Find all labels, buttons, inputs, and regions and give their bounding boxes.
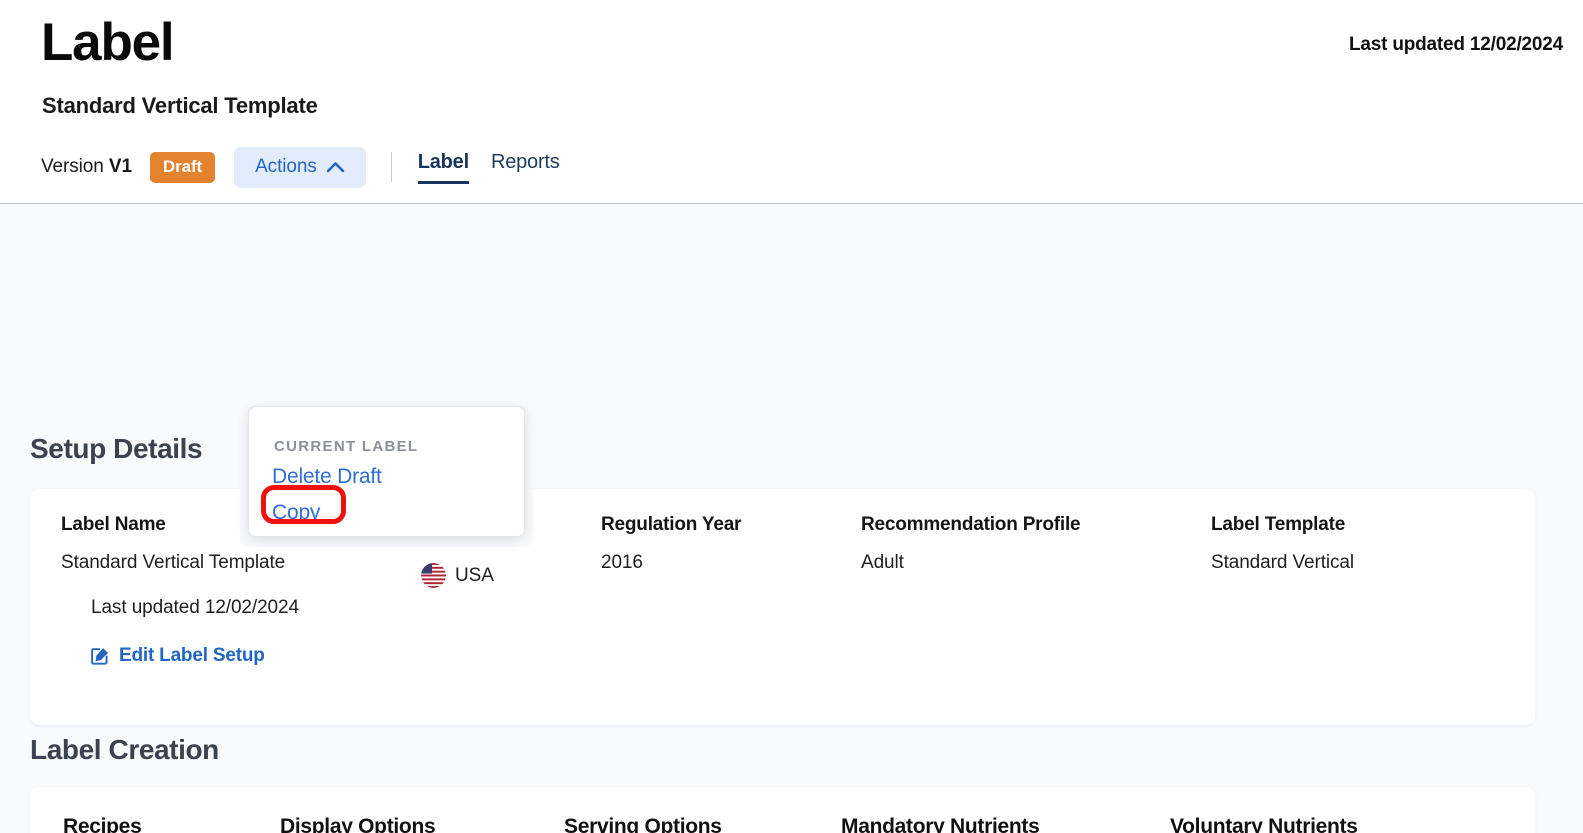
- usa-flag-icon: [421, 563, 446, 588]
- status-badge: Draft: [149, 151, 216, 183]
- header-tabs: Label Reports: [417, 150, 560, 184]
- actions-menu-group-label: CURRENT LABEL: [274, 438, 419, 455]
- setup-field-recommendation-profile: Recommendation Profile Adult: [861, 514, 1211, 588]
- label-creation-card: Recipes 1 Recipe Display Options Select …: [30, 787, 1535, 833]
- header-meta-row: Version V1 Draft Actions Label Reports: [41, 146, 560, 188]
- tab-reports[interactable]: Reports: [490, 150, 560, 173]
- field-label-text: Label Name: [61, 514, 166, 535]
- chevron-up-icon: [326, 161, 345, 173]
- label-creation-heading: Label Creation: [30, 734, 219, 765]
- creation-column-recipes: Recipes 1 Recipe: [63, 815, 280, 833]
- actions-dropdown: CURRENT LABEL Delete Draft Copy: [240, 394, 533, 547]
- creation-column-voluntary-nutrients: Voluntary Nutrients Select Options: [1170, 815, 1470, 833]
- actions-button-label: Actions: [255, 155, 317, 177]
- menu-item-copy[interactable]: Copy: [272, 501, 321, 524]
- creation-columns: Recipes 1 Recipe Display Options Select …: [63, 815, 1470, 833]
- field-label-text: Regulation Year: [601, 514, 742, 535]
- setup-field-regulation-year: Regulation Year 2016: [601, 514, 861, 588]
- setup-field-country: USA: [421, 514, 601, 588]
- edit-pencil-icon: [90, 646, 110, 666]
- creation-column-mandatory-nutrients: Mandatory Nutrients Select Options: [841, 815, 1170, 833]
- field-value-text: 2016: [601, 552, 643, 573]
- column-heading: Display Options: [280, 815, 436, 833]
- country-row: USA: [421, 563, 601, 588]
- setup-details-card: Label Name Standard Vertical Template: [30, 489, 1535, 725]
- column-heading: Voluntary Nutrients: [1170, 815, 1358, 833]
- header-divider: [390, 152, 392, 182]
- country-label: USA: [455, 564, 494, 586]
- creation-column-display-options: Display Options Select Options: [280, 815, 564, 833]
- menu-item-delete-draft[interactable]: Delete Draft: [272, 465, 382, 488]
- page-body: Setup Details Label Name Standard Vertic…: [0, 204, 1583, 833]
- setup-field-row: Label Name Standard Vertical Template: [61, 514, 1511, 588]
- edit-label-setup-text: Edit Label Setup: [119, 645, 265, 666]
- tab-label[interactable]: Label: [417, 151, 469, 184]
- page-title: Label: [41, 13, 175, 72]
- creation-column-serving-options: Serving Options Edit Options: [564, 815, 841, 833]
- page-header: Label Standard Vertical Template Last up…: [0, 0, 1583, 204]
- version-value: V1: [108, 156, 132, 177]
- setup-details-heading: Setup Details: [30, 433, 203, 464]
- field-value-text: Standard Vertical Template: [61, 552, 286, 573]
- actions-button[interactable]: Actions: [234, 146, 366, 188]
- field-value-text: Adult: [861, 552, 904, 573]
- setup-field-label-template: Label Template Standard Vertical: [1211, 514, 1511, 588]
- header-last-updated: Last updated 12/02/2024: [1348, 34, 1563, 55]
- column-heading: Recipes: [63, 815, 142, 833]
- column-heading: Serving Options: [564, 815, 722, 833]
- version-prefix: Version: [41, 156, 104, 177]
- page-subtitle: Standard Vertical Template: [42, 93, 318, 118]
- field-value-text: Standard Vertical: [1211, 552, 1354, 573]
- version-label: Version V1: [41, 156, 132, 178]
- actions-dropdown-panel: CURRENT LABEL Delete Draft Copy: [248, 406, 525, 537]
- field-label-text: Label Template: [1211, 514, 1346, 535]
- column-heading: Mandatory Nutrients: [841, 815, 1040, 833]
- field-label-text: Recommendation Profile: [861, 514, 1081, 535]
- edit-label-setup-link[interactable]: Edit Label Setup: [90, 645, 265, 667]
- setup-field-label-name: Label Name Standard Vertical Template: [61, 514, 421, 588]
- setup-last-updated: Last updated 12/02/2024: [91, 597, 299, 618]
